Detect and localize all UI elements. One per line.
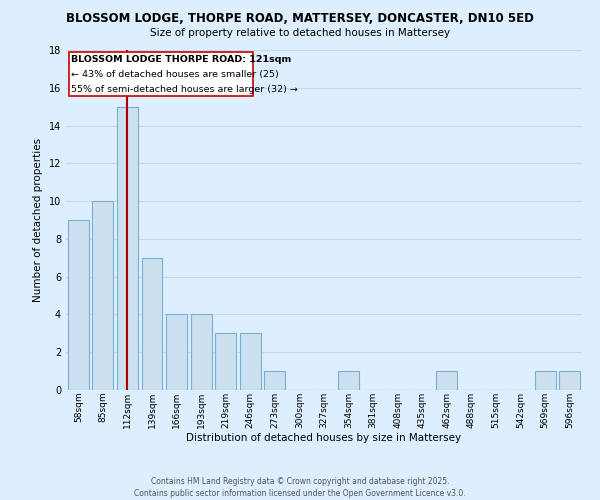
Bar [559,371,580,390]
Bar [117,106,138,390]
Bar [166,314,187,390]
Bar [436,371,457,390]
Bar [338,371,359,390]
Bar [265,371,286,390]
Bar [92,201,113,390]
FancyBboxPatch shape [69,52,253,96]
Text: BLOSSOM LODGE THORPE ROAD: 121sqm: BLOSSOM LODGE THORPE ROAD: 121sqm [71,54,292,64]
Text: 55% of semi-detached houses are larger (32) →: 55% of semi-detached houses are larger (… [71,85,298,94]
Bar [68,220,89,390]
Bar [142,258,163,390]
Text: Size of property relative to detached houses in Mattersey: Size of property relative to detached ho… [150,28,450,38]
Text: ← 43% of detached houses are smaller (25): ← 43% of detached houses are smaller (25… [71,70,279,79]
Text: BLOSSOM LODGE, THORPE ROAD, MATTERSEY, DONCASTER, DN10 5ED: BLOSSOM LODGE, THORPE ROAD, MATTERSEY, D… [66,12,534,26]
Bar [191,314,212,390]
Bar [535,371,556,390]
Bar [215,334,236,390]
X-axis label: Distribution of detached houses by size in Mattersey: Distribution of detached houses by size … [187,434,461,444]
Y-axis label: Number of detached properties: Number of detached properties [33,138,43,302]
Text: Contains HM Land Registry data © Crown copyright and database right 2025.
Contai: Contains HM Land Registry data © Crown c… [134,476,466,498]
Bar [240,334,261,390]
